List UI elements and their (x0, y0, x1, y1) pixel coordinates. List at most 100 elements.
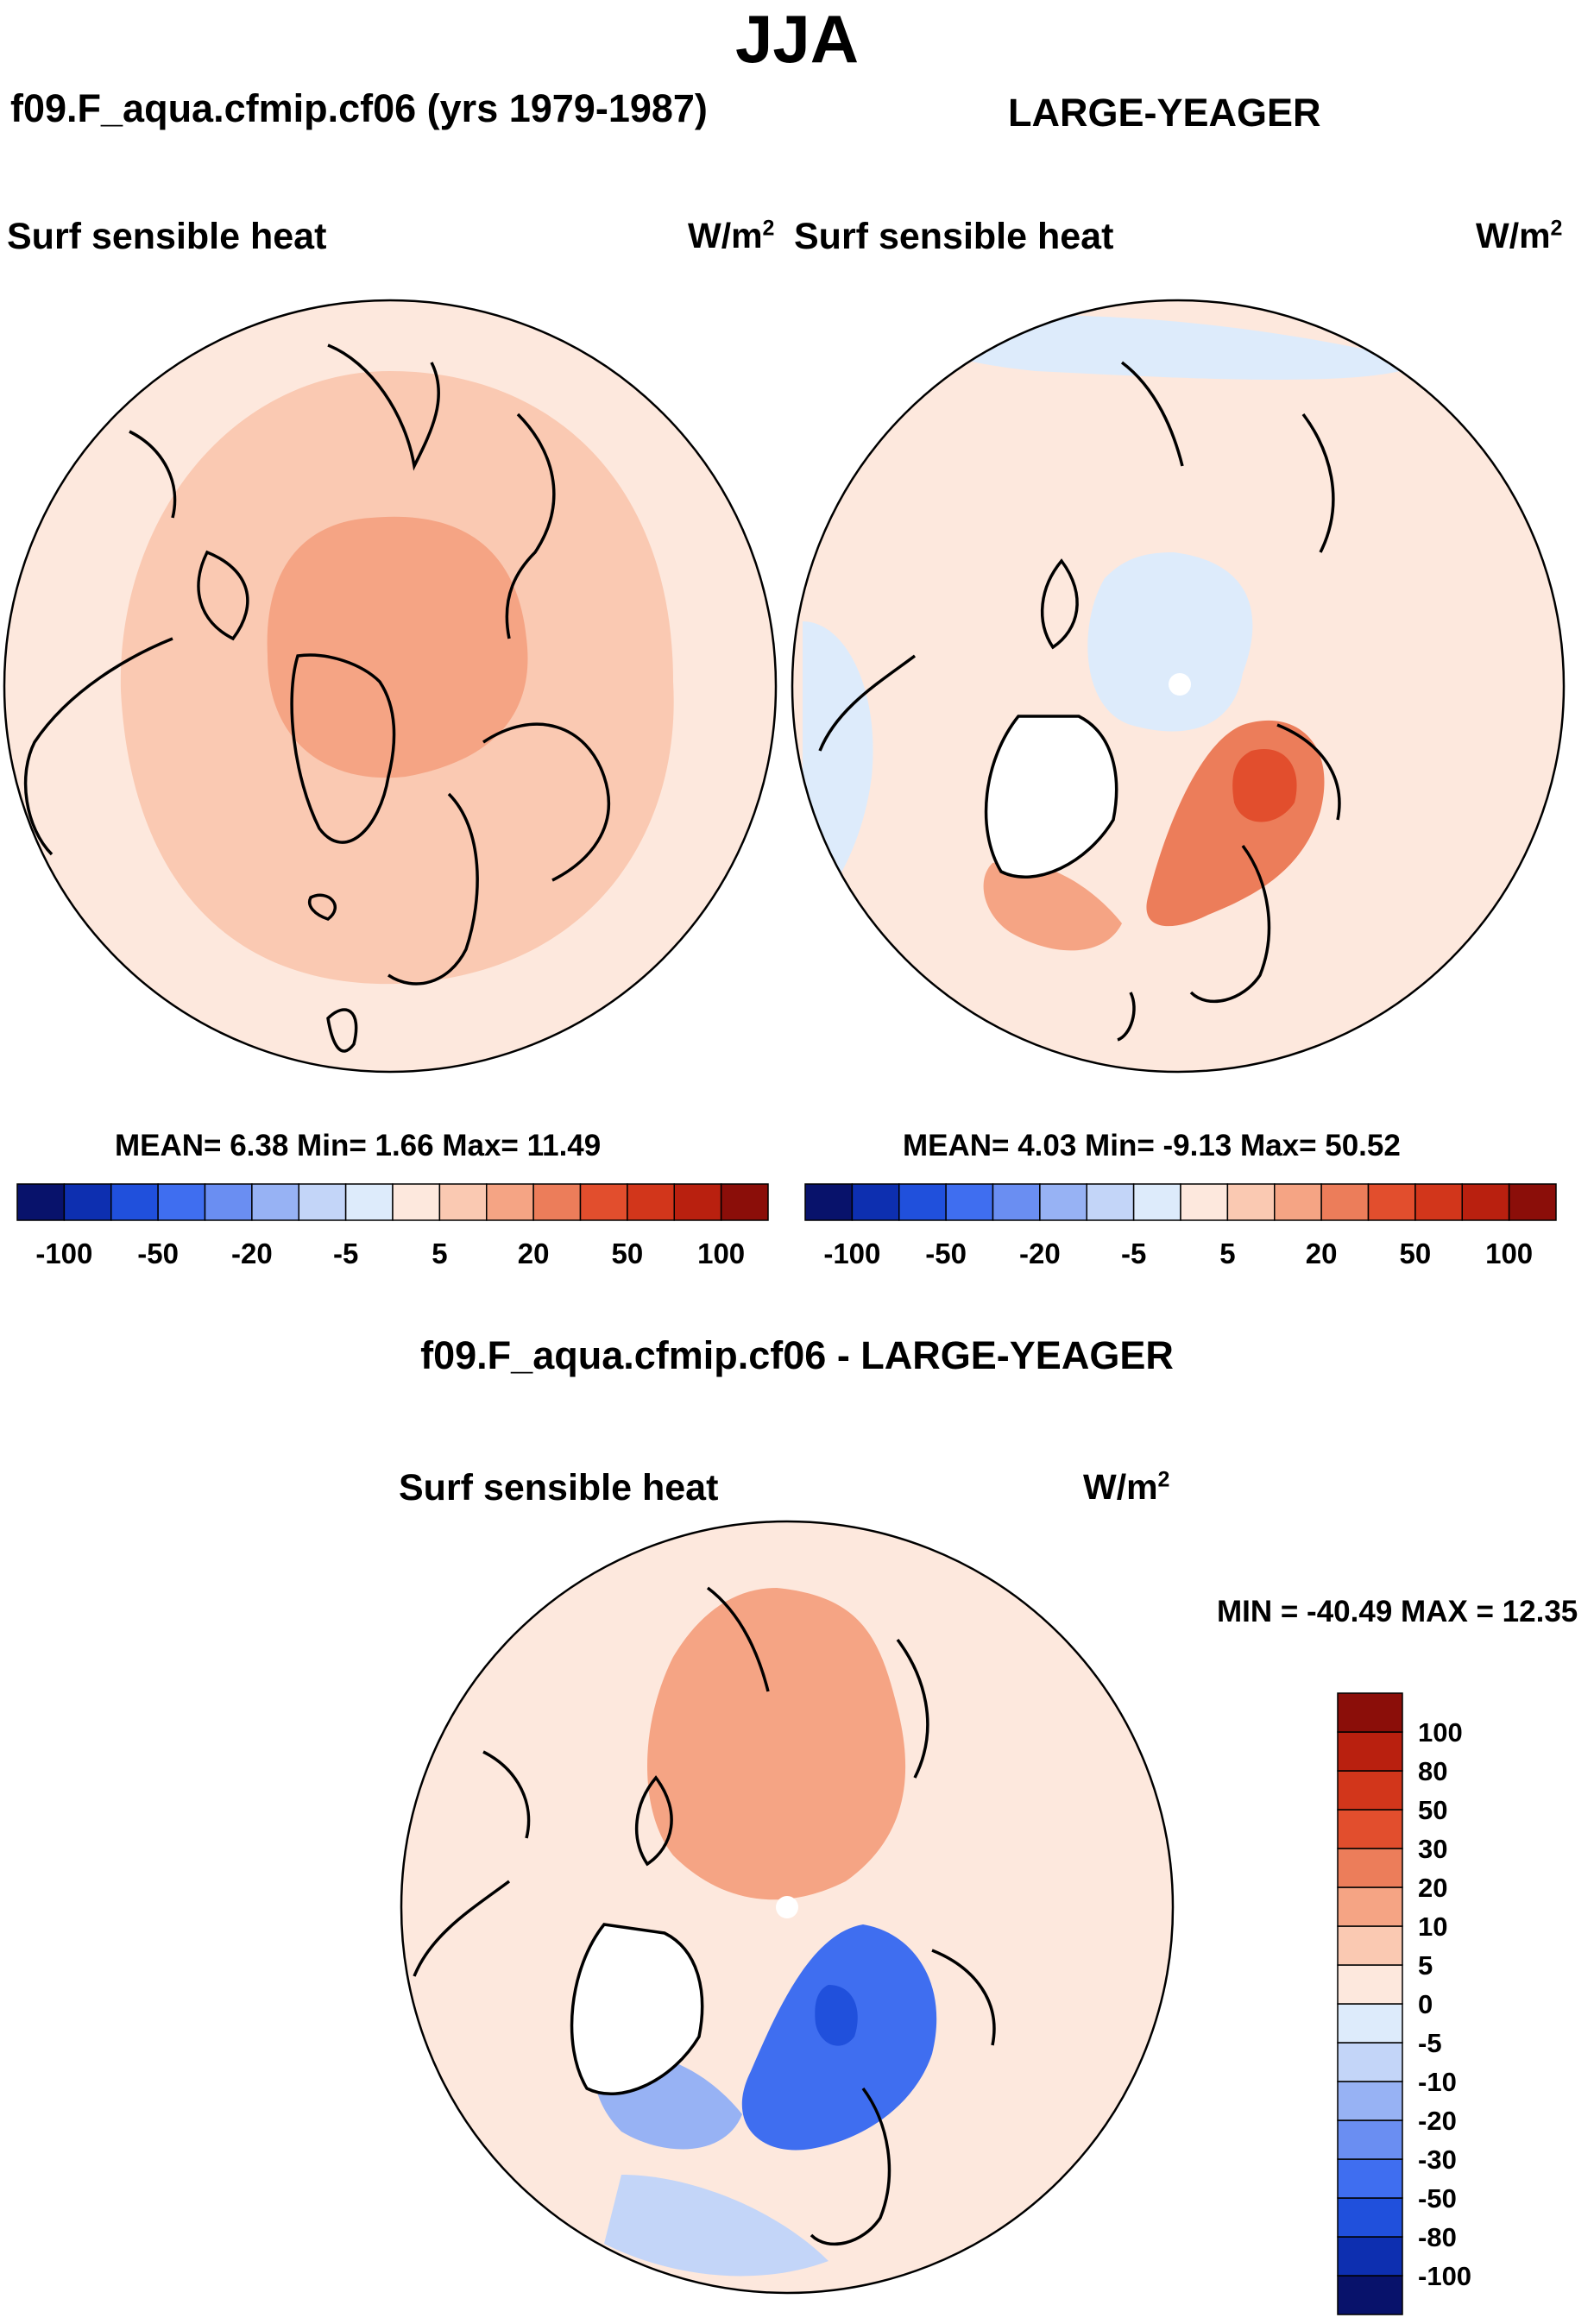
panel1-map-boundary (3, 299, 778, 1074)
panel2-colorbar-swatch (1226, 1183, 1276, 1221)
panel3-colorbar-label: 5 (1418, 1950, 1433, 1981)
panel1-colorbar-label: 5 (432, 1238, 447, 1269)
panel2-colorbar-label: -50 (925, 1238, 967, 1269)
panel1-map (3, 299, 778, 1074)
panel3-colorbar-label: -80 (1418, 2222, 1457, 2252)
panel3-colorbar-label: 50 (1418, 1795, 1447, 1825)
panel3-colorbar-swatch (1337, 1731, 1403, 1772)
panel3-colorbar-swatch (1337, 2236, 1403, 2277)
panel3-colorbar-label: -20 (1418, 2106, 1457, 2136)
panel1-units-exp: 2 (762, 216, 775, 241)
panel2-map (791, 299, 1566, 1074)
panel2-colorbar-swatch (1461, 1183, 1510, 1221)
panel2-colorbar-swatch (1274, 1183, 1322, 1221)
panel1-colorbar-label: 50 (612, 1238, 644, 1269)
panel2-colorbar-swatch (1414, 1183, 1463, 1221)
panel1-colorbar-swatch (298, 1183, 347, 1221)
panel1-colorbar: -100 -50 -20 -5 5 20 50 100 (16, 1183, 769, 1269)
panel3-colorbar-swatch (1337, 2042, 1403, 2082)
panel3-colorbar-swatch (1337, 1964, 1403, 2005)
panel3-colorbar-label: -100 (1418, 2261, 1471, 2291)
panel3-stats: MIN = -40.49 MAX = 12.35 (1217, 1595, 1578, 1628)
figure-title: JJA (734, 1, 860, 77)
panel3-colorbar-label: -30 (1418, 2145, 1457, 2175)
panel1-colorbar-swatch (392, 1183, 441, 1221)
panel2-colorbar-swatch (898, 1183, 947, 1221)
panel2-colorbar-swatch (1320, 1183, 1370, 1221)
panel3-coastlines (413, 1586, 996, 2246)
panel2-colorbar: -100 -50 -20 -5 5 20 50 100 (804, 1183, 1557, 1269)
panel2-colorbar-label: -20 (1019, 1238, 1061, 1269)
panel2-colorbar-swatch (1508, 1183, 1557, 1221)
panel3-pole-hole (776, 1896, 798, 1918)
panel1-units-text: W/m (688, 216, 763, 255)
panel2-colorbar-swatch (945, 1183, 994, 1221)
panel3-colorbar-swatch (1337, 2275, 1403, 2315)
panel3-colorbar-swatch (1337, 1925, 1403, 1966)
panel1-colorbar-swatch (532, 1183, 582, 1221)
panel3-colorbar-label: 20 (1418, 1873, 1447, 1903)
panel1-colorbar-swatch (673, 1183, 722, 1221)
panel3-colorbar-swatch (1337, 1692, 1403, 1733)
panel1-central-arctic-fill (267, 516, 528, 778)
panel2-colorbar-label: 100 (1485, 1238, 1533, 1269)
panel1-colorbar-label: -20 (231, 1238, 273, 1269)
panel2-greenland-mask (986, 716, 1117, 878)
panel3-atlantic-fill (604, 2175, 829, 2277)
panel1-units: W/m2 (688, 216, 774, 256)
panel1-coastlines (23, 343, 610, 1053)
panel3-map (400, 1520, 1175, 2295)
panel1-colorbar-swatch (720, 1183, 769, 1221)
panel3-colorbar-swatch (1337, 2081, 1403, 2121)
panel2-map-boundary (791, 299, 1566, 1074)
panel1-colorbar-swatch (16, 1183, 66, 1221)
panel1-case-title: f09.F_aqua.cfmip.cf06 (yrs 1979-1987) (10, 86, 708, 130)
panel1-colorbar-swatch (579, 1183, 628, 1221)
panel3-kara-min-fill (815, 1985, 858, 2046)
panel1-colorbar-label: -5 (333, 1238, 358, 1269)
panel1-colorbar-swatch (344, 1183, 394, 1221)
panel3-central-arctic-fill (647, 1588, 906, 1900)
panel3-colorbar-swatch (1337, 1886, 1403, 1927)
panel1-colorbar-swatch (157, 1183, 206, 1221)
panel1-colorbar-swatch (251, 1183, 299, 1221)
panel3-colorbar-label: 30 (1418, 1834, 1447, 1864)
panel2-colorbar-swatch (992, 1183, 1041, 1221)
panel3-colorbar-swatch (1337, 2003, 1403, 2044)
panel2-colorbar-swatch (1132, 1183, 1181, 1221)
panel2-coastlines (818, 361, 1341, 1042)
panel2-kara-max-fill (1232, 749, 1297, 822)
panel1-colorbar-label: 100 (697, 1238, 745, 1269)
panel2-colorbar-label: 20 (1306, 1238, 1338, 1269)
panel2-colorbar-label: -5 (1121, 1238, 1146, 1269)
panel3-colorbar-swatch (1337, 2119, 1403, 2160)
panel3-colorbar-swatch (1337, 2197, 1403, 2238)
panel1-colorbar-label: -100 (35, 1238, 92, 1269)
panel2-units-exp: 2 (1550, 216, 1563, 241)
panel2-field-label: Surf sensible heat (794, 216, 1114, 257)
panel1-colorbar-swatch (110, 1183, 159, 1221)
panel3-map-boundary (400, 1520, 1175, 2295)
panel1-colorbar-swatch (204, 1183, 253, 1221)
panel1-field-label: Surf sensible heat (7, 216, 327, 257)
panel2-colorbar-swatch (804, 1183, 854, 1221)
panel2-pole-hole (1169, 673, 1191, 696)
panel3-colorbar-label: -5 (1418, 2028, 1442, 2058)
panel2-units: W/m2 (1476, 216, 1562, 256)
panel2-colorbar-label: -100 (823, 1238, 880, 1269)
panel3-colorbar-label: 0 (1418, 1989, 1433, 2019)
panel2-colorbar-label: 5 (1219, 1238, 1235, 1269)
panel3-colorbar-swatch (1337, 2158, 1403, 2199)
panel1-colorbar-label: 20 (518, 1238, 550, 1269)
panel3-field-label: Surf sensible heat (399, 1467, 719, 1508)
panel3-colorbar-label: -10 (1418, 2067, 1457, 2097)
panel3-colorbar-label: 80 (1418, 1756, 1447, 1786)
panel1-colorbar-swatch (438, 1183, 488, 1221)
panel3-colorbar-label: -50 (1418, 2183, 1457, 2214)
panel3-greenland-mask (571, 1924, 702, 2094)
panel1-colorbar-swatch (486, 1183, 534, 1221)
panel2-colorbar-swatch (851, 1183, 900, 1221)
panel2-colorbar-swatch (1367, 1183, 1416, 1221)
